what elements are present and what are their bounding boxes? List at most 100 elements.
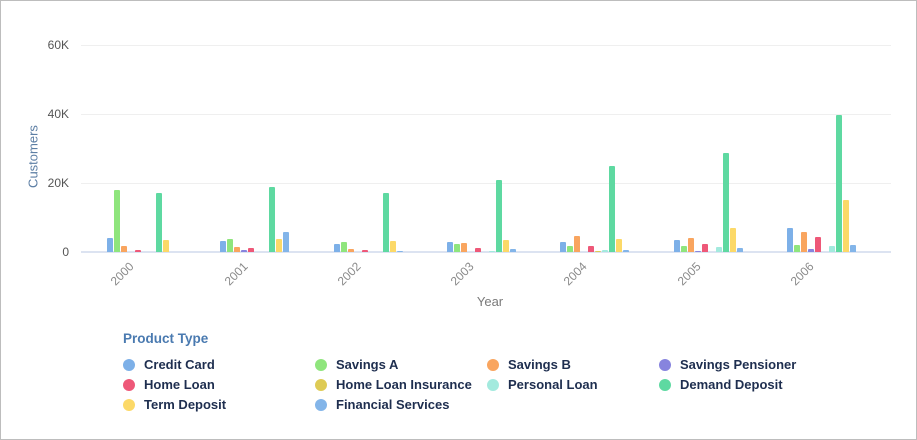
bar-slot xyxy=(736,45,743,252)
bar-savings-b-2006[interactable] xyxy=(800,231,807,252)
bar-slot xyxy=(283,45,290,252)
x-tick-label: 2002 xyxy=(334,259,364,289)
bar-home-loan-2000[interactable] xyxy=(135,250,142,252)
bar-savings-b-2004[interactable] xyxy=(574,235,581,252)
bar-savings-b-2002[interactable] xyxy=(347,248,354,252)
x-tick-cell: 2001 xyxy=(198,257,311,297)
legend-item-term-deposit[interactable]: Term Deposit xyxy=(123,395,315,414)
legend-item-home-loan-insurance[interactable]: Home Loan Insurance xyxy=(315,375,487,394)
bar-personal-loan-2006[interactable] xyxy=(828,245,835,252)
bar-savings-b-2005[interactable] xyxy=(687,237,694,252)
bar-slot xyxy=(234,45,241,252)
bar-savings-b-2001[interactable] xyxy=(234,247,241,252)
legend-swatch-icon xyxy=(659,358,671,371)
bar-credit-card-2003[interactable] xyxy=(446,242,453,252)
bar-group-2002 xyxy=(312,45,425,252)
y-tick-label: 20K xyxy=(47,176,69,190)
bar-financial-services-2002[interactable] xyxy=(396,250,403,252)
bar-savings-a-2002[interactable] xyxy=(340,242,347,252)
bar-slot xyxy=(623,45,630,252)
bar-slot xyxy=(800,45,807,252)
bar-demand-deposit-2006[interactable] xyxy=(835,115,842,252)
bar-home-loan-2002[interactable] xyxy=(361,249,368,252)
bar-savings-pensioner-2001[interactable] xyxy=(241,249,248,252)
bar-savings-b-2000[interactable] xyxy=(121,245,128,252)
bar-home-loan-insurance-2004[interactable] xyxy=(595,250,602,252)
bar-slot xyxy=(502,45,509,252)
bar-term-deposit-2001[interactable] xyxy=(276,238,283,252)
bar-credit-card-2000[interactable] xyxy=(107,238,114,252)
x-tick-label: 2000 xyxy=(108,259,137,289)
bar-savings-pensioner-2005[interactable] xyxy=(694,250,701,252)
bar-demand-deposit-2002[interactable] xyxy=(382,192,389,252)
bar-savings-b-2003[interactable] xyxy=(460,243,467,252)
bar-slot xyxy=(560,45,567,252)
legend-item-credit-card[interactable]: Credit Card xyxy=(123,355,315,374)
bar-slot xyxy=(602,45,609,252)
bar-slot xyxy=(715,45,722,252)
bar-savings-a-2000[interactable] xyxy=(114,189,121,252)
bar-credit-card-2006[interactable] xyxy=(786,228,793,252)
legend-item-financial-services[interactable]: Financial Services xyxy=(315,395,487,414)
bar-savings-a-2006[interactable] xyxy=(793,244,800,252)
bar-credit-card-2001[interactable] xyxy=(220,240,227,252)
bar-savings-a-2001[interactable] xyxy=(227,238,234,252)
x-tick-cell: 2005 xyxy=(651,257,764,297)
bar-slot xyxy=(482,45,488,252)
bar-credit-card-2004[interactable] xyxy=(560,242,567,252)
x-tick-cell: 2004 xyxy=(538,257,651,297)
bar-home-loan-2004[interactable] xyxy=(588,245,595,252)
bar-demand-deposit-2001[interactable] xyxy=(269,187,276,252)
bar-financial-services-2006[interactable] xyxy=(849,245,856,252)
legend-label: Credit Card xyxy=(144,357,215,372)
bar-slot xyxy=(616,45,623,252)
bar-term-deposit-2004[interactable] xyxy=(616,238,623,252)
x-tick-label: 2006 xyxy=(787,259,817,289)
bar-group-2000 xyxy=(85,45,198,252)
bar-term-deposit-2006[interactable] xyxy=(842,199,849,252)
bar-financial-services-2001[interactable] xyxy=(283,232,290,252)
legend-item-demand-deposit[interactable]: Demand Deposit xyxy=(659,375,879,394)
gridline xyxy=(81,45,891,46)
bar-demand-deposit-2003[interactable] xyxy=(495,179,502,252)
bar-slot xyxy=(709,45,715,252)
bar-term-deposit-2003[interactable] xyxy=(502,239,509,252)
bar-slot xyxy=(468,45,474,252)
bar-demand-deposit-2005[interactable] xyxy=(722,153,729,252)
bar-slot xyxy=(786,45,793,252)
y-tick-label: 60K xyxy=(47,38,69,52)
bar-personal-loan-2005[interactable] xyxy=(715,246,722,252)
bar-savings-a-2005[interactable] xyxy=(680,245,687,252)
bar-slot xyxy=(121,45,128,252)
bar-savings-pensioner-2006[interactable] xyxy=(807,248,814,252)
legend-item-savings-b[interactable]: Savings B xyxy=(487,355,659,374)
bar-financial-services-2005[interactable] xyxy=(736,248,743,252)
bar-slot xyxy=(495,45,502,252)
bar-demand-deposit-2004[interactable] xyxy=(609,166,616,252)
legend-item-savings-a[interactable]: Savings A xyxy=(315,355,487,374)
bar-savings-a-2004[interactable] xyxy=(567,246,574,252)
bar-credit-card-2005[interactable] xyxy=(673,239,680,252)
bar-financial-services-2004[interactable] xyxy=(623,249,630,252)
bar-slot xyxy=(396,45,403,252)
bar-credit-card-2002[interactable] xyxy=(333,243,340,252)
bar-home-loan-2003[interactable] xyxy=(474,247,481,252)
bar-home-loan-2005[interactable] xyxy=(701,244,708,252)
bar-personal-loan-2004[interactable] xyxy=(602,249,609,252)
bar-term-deposit-2000[interactable] xyxy=(163,240,170,252)
bar-demand-deposit-2000[interactable] xyxy=(156,193,163,252)
bar-slot xyxy=(156,45,163,252)
bar-home-loan-2001[interactable] xyxy=(248,248,255,252)
bar-savings-a-2003[interactable] xyxy=(453,244,460,252)
legend-item-savings-pensioner[interactable]: Savings Pensioner xyxy=(659,355,879,374)
bar-term-deposit-2002[interactable] xyxy=(389,241,396,252)
bar-home-loan-2006[interactable] xyxy=(814,237,821,252)
bar-financial-services-2003[interactable] xyxy=(509,248,516,252)
bar-term-deposit-2005[interactable] xyxy=(729,227,736,252)
legend-label: Home Loan Insurance xyxy=(336,377,472,392)
legend-item-home-loan[interactable]: Home Loan xyxy=(123,375,315,394)
legend-item-personal-loan[interactable]: Personal Loan xyxy=(487,375,659,394)
bar-slot xyxy=(227,45,234,252)
bar-personal-loan-2003[interactable] xyxy=(488,250,495,252)
bar-slot xyxy=(488,45,495,252)
